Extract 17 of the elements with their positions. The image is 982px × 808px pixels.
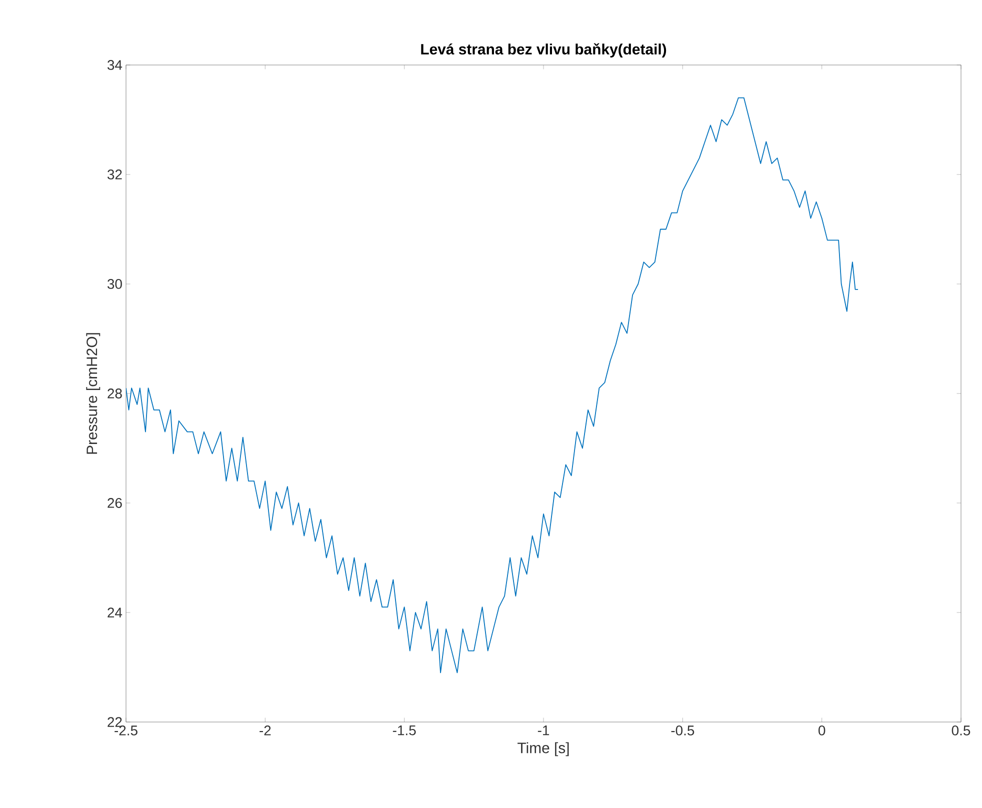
y-tick-label: 30 bbox=[108, 279, 122, 289]
x-axis-title: Time [s] bbox=[518, 742, 569, 756]
y-tick-label: 32 bbox=[108, 170, 122, 180]
y-axis-title: Pressure [cmH2O] bbox=[86, 333, 100, 454]
x-tick-label: 0.5 bbox=[952, 726, 970, 736]
x-tick-label: 0 bbox=[818, 726, 826, 736]
y-tick-label: 28 bbox=[108, 388, 122, 398]
y-tick-label: 22 bbox=[108, 717, 122, 727]
x-tick-label: -0.5 bbox=[671, 726, 694, 736]
y-tick-label: 24 bbox=[108, 608, 122, 618]
y-tick-label: 34 bbox=[108, 60, 122, 70]
x-tick-label: -1.5 bbox=[392, 726, 416, 736]
x-tick-label: -2 bbox=[260, 726, 271, 736]
chart-title: Levá strana bez vlivu baňky(detail) bbox=[421, 43, 666, 58]
x-tick-label: -1 bbox=[538, 726, 550, 736]
y-tick-label: 26 bbox=[108, 498, 122, 508]
x-tick-label: -2.5 bbox=[114, 726, 138, 736]
